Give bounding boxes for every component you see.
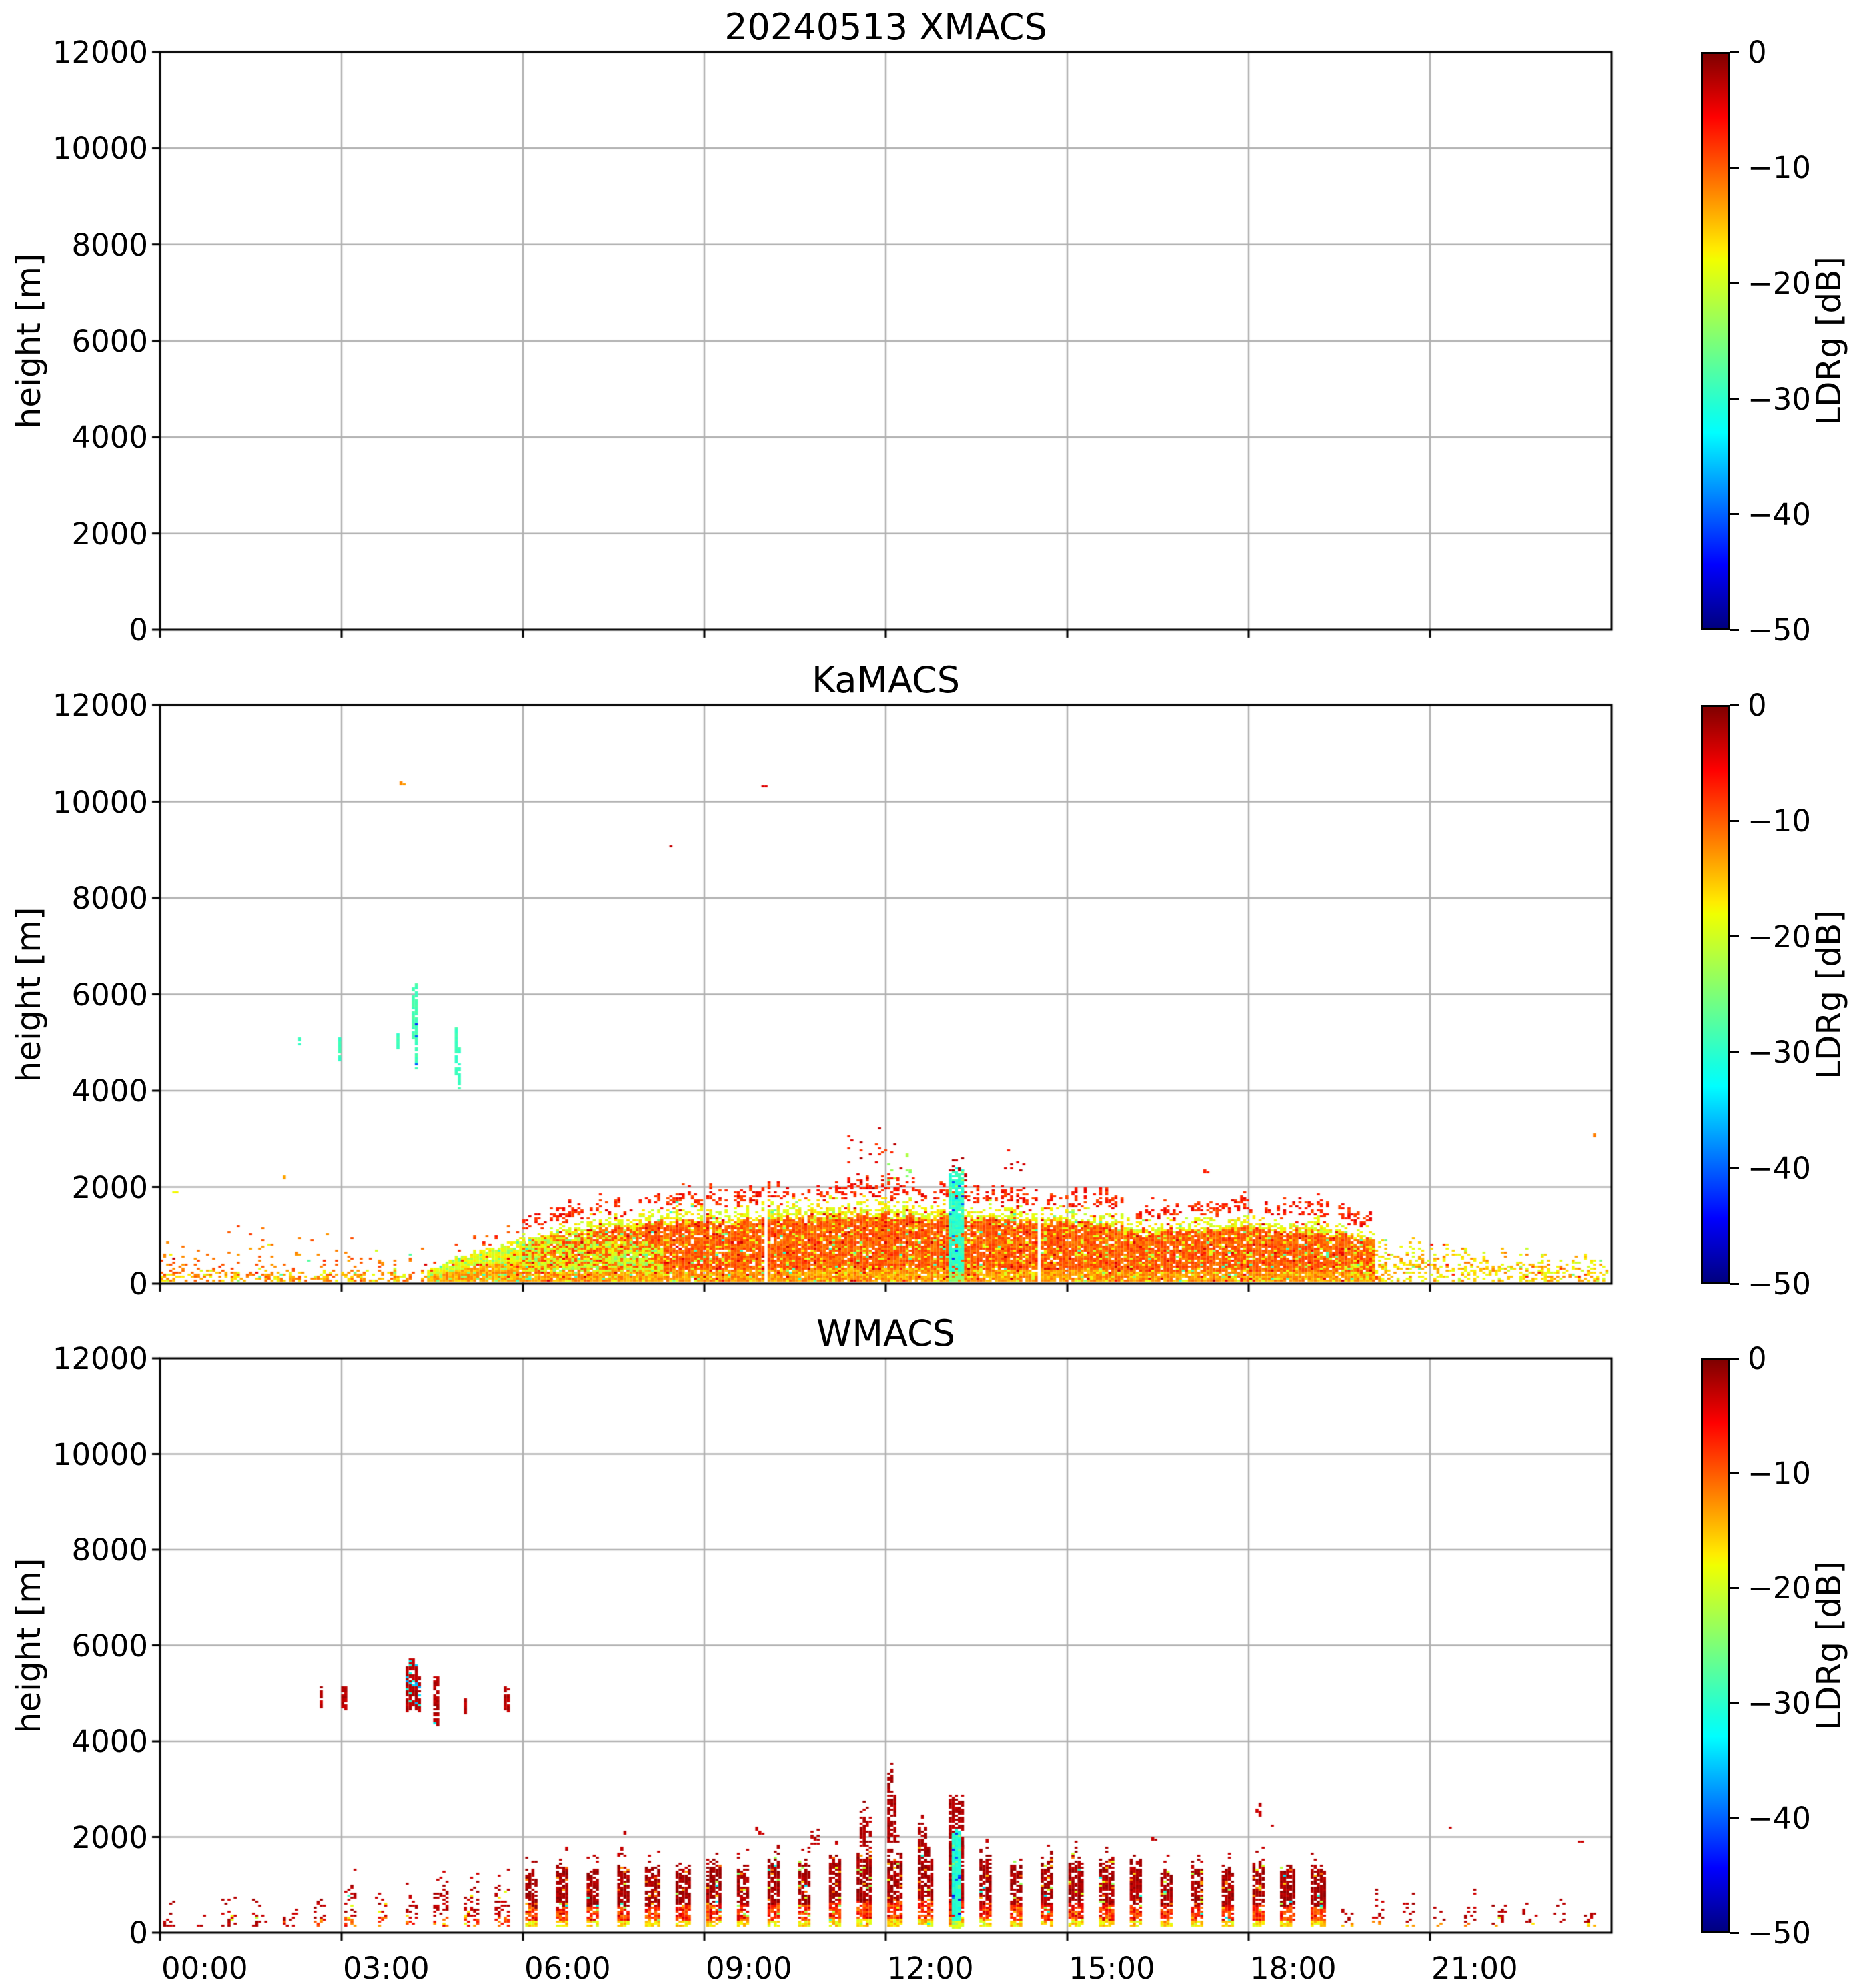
x-tick-label: 06:00 [524, 1951, 611, 1986]
x-tick-label: 03:00 [343, 1951, 430, 1986]
colorbar-tick [1730, 1472, 1739, 1474]
colorbar-tick [1730, 166, 1739, 169]
y-tick-label: 2000 [71, 1819, 148, 1855]
colorbar-tick [1730, 398, 1739, 400]
colorbar-tick-label: −40 [1748, 496, 1811, 532]
colorbar-tick-label: −20 [1748, 266, 1811, 302]
colorbar-tick-label: −30 [1748, 381, 1811, 417]
colorbar-tick-label: −40 [1748, 1800, 1811, 1836]
colorbar-tick [1730, 1282, 1739, 1285]
colorbar-tick-label: −50 [1748, 1915, 1811, 1951]
colorbar-gradient [1701, 705, 1730, 1284]
plot-area-wmacs [147, 1345, 1625, 1946]
colorbar-tick [1730, 1702, 1739, 1704]
colorbar-tick [1730, 1051, 1739, 1053]
colorbar-tick [1730, 819, 1739, 822]
y-tick-label: 8000 [71, 227, 148, 263]
heatmap-canvas-xmacs [147, 39, 1625, 643]
colorbar-tick [1730, 513, 1739, 516]
y-tick-label: 4000 [71, 1724, 148, 1759]
plot-area-xmacs [147, 39, 1625, 643]
y-tick-label: 4000 [71, 1073, 148, 1109]
colorbar-label: LDRg [dB] [1810, 256, 1848, 426]
y-tick-label: 12000 [52, 35, 148, 70]
colorbar-kamacs: 0 −10 −20 −30 −40 −50 LDRg [dB] [1701, 690, 1859, 1299]
heatmap-canvas-wmacs [147, 1345, 1625, 1946]
heatmap-canvas-kamacs [147, 692, 1625, 1297]
x-tick-label: 09:00 [706, 1951, 792, 1986]
y-tick-label: 8000 [71, 1532, 148, 1568]
colorbar-tick-label: −30 [1748, 1035, 1811, 1071]
y-tick-label: 10000 [52, 784, 148, 820]
y-tick-label: 10000 [52, 1436, 148, 1472]
colorbar-tick-label: −30 [1748, 1685, 1811, 1721]
y-tick-label: 6000 [71, 977, 148, 1013]
y-tick-label: 2000 [71, 1169, 148, 1205]
colorbar-tick [1730, 1586, 1739, 1589]
subplot-kamacs: KaMACS height [m] 0 2000 4000 6000 8000 10000… [0, 662, 1859, 1300]
y-tick-label: 12000 [52, 1341, 148, 1376]
colorbar-tick-label: −10 [1748, 150, 1811, 186]
x-tick-label: 00:00 [161, 1951, 248, 1986]
colorbar-tick-label: 0 [1748, 688, 1767, 723]
colorbar-tick-label: 0 [1748, 1341, 1767, 1376]
x-tick-label: 12:00 [887, 1951, 974, 1986]
colorbar-tick-label: −10 [1748, 803, 1811, 839]
colorbar-label: LDRg [dB] [1810, 909, 1848, 1079]
y-tick-label: 8000 [71, 881, 148, 916]
colorbar-gradient [1701, 52, 1730, 630]
y-tick-label: 0 [129, 1266, 148, 1302]
y-tick-label: 10000 [52, 131, 148, 167]
plot-area-kamacs [147, 692, 1625, 1297]
colorbar-tick [1730, 1167, 1739, 1169]
x-tick-label: 18:00 [1250, 1951, 1337, 1986]
colorbar-tick [1730, 704, 1739, 706]
y-tick-label: 4000 [71, 420, 148, 456]
y-tick-label: 0 [129, 1915, 148, 1951]
x-tick-label: 21:00 [1431, 1951, 1518, 1986]
y-tick-label: 0 [129, 612, 148, 648]
colorbar-xmacs: 0 −10 −20 −30 −40 −50 LDRg [dB] [1701, 37, 1859, 645]
colorbar-tick [1730, 935, 1739, 938]
y-tick-label: 12000 [52, 688, 148, 723]
colorbar-tick-label: −20 [1748, 1570, 1811, 1606]
colorbar-tick [1730, 1931, 1739, 1934]
colorbar-tick-label: −20 [1748, 919, 1811, 955]
subplot-xmacs: 20240513 XMACS height [m] 0 2000 4000 6000 8… [0, 9, 1859, 646]
colorbar-tick [1730, 51, 1739, 53]
colorbar-tick-label: −50 [1748, 612, 1811, 648]
subplot-wmacs: WMACS height [m] 0 2000 4000 6000 8000 10000 1… [0, 1316, 1859, 1984]
colorbar-tick [1730, 282, 1739, 284]
colorbar-tick-label: −40 [1748, 1150, 1811, 1186]
x-tick-label: 15:00 [1069, 1951, 1155, 1986]
colorbar-label: LDRg [dB] [1810, 1560, 1848, 1730]
colorbar-tick-label: −50 [1748, 1266, 1811, 1302]
colorbar-wmacs: 0 −10 −20 −30 −40 −50 LDRg [dB] [1701, 1344, 1859, 1948]
colorbar-tick [1730, 628, 1739, 631]
colorbar-tick-label: −10 [1748, 1456, 1811, 1492]
colorbar-tick [1730, 1357, 1739, 1360]
colorbar-tick [1730, 1817, 1739, 1819]
y-tick-label: 2000 [71, 516, 148, 552]
y-tick-label: 6000 [71, 324, 148, 359]
colorbar-gradient [1701, 1358, 1730, 1933]
colorbar-tick-label: 0 [1748, 35, 1767, 70]
y-tick-label: 6000 [71, 1628, 148, 1664]
